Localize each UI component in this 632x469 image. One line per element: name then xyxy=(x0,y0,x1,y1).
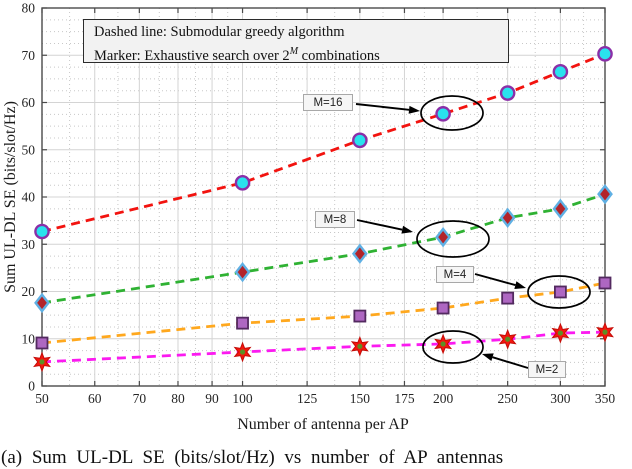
y-tick-label: 20 xyxy=(22,284,36,299)
data-point-marker-m16 xyxy=(234,175,251,191)
data-point-marker-center-m2 xyxy=(557,330,564,336)
x-tick-label: 50 xyxy=(35,391,49,406)
x-tick-label: 60 xyxy=(88,391,102,406)
data-point-marker-m8 xyxy=(34,292,50,313)
data-point-marker-m4 xyxy=(598,276,612,290)
x-tick-label: 90 xyxy=(205,391,219,406)
y-tick-label: 10 xyxy=(22,331,36,346)
x-tick-label: 100 xyxy=(232,391,253,406)
x-tick-label: 150 xyxy=(350,391,371,406)
x-tick-label: 350 xyxy=(595,391,616,406)
y-tick-label: 60 xyxy=(22,95,36,110)
x-tick-label: 70 xyxy=(133,391,147,406)
annotation-arrow-m8 xyxy=(356,219,403,231)
y-axis-label: Sum UL-DL SE (bits/slot/Hz) xyxy=(2,101,19,293)
annotation-ellipse-m16 xyxy=(420,95,484,131)
data-point-marker-m8 xyxy=(351,243,368,264)
annotation-arrowhead-m2 xyxy=(482,353,494,362)
data-point-marker-m16 xyxy=(435,106,451,122)
data-point-marker-m16 xyxy=(34,223,50,240)
y-tick-label: 0 xyxy=(28,379,35,394)
legend-line-dashed: Dashed line: Submodular greedy algorithm xyxy=(94,22,508,42)
data-point-marker-m8 xyxy=(234,261,251,283)
x-tick-label: 200 xyxy=(433,391,454,406)
x-tick-label: 300 xyxy=(550,391,571,406)
data-point-marker-m16 xyxy=(552,63,569,80)
data-point-marker-center-m2 xyxy=(357,343,363,349)
x-tick-label: 250 xyxy=(498,391,519,406)
data-point-marker-center-m2 xyxy=(440,341,446,347)
x-axis-label: Number of antenna per AP xyxy=(237,416,409,433)
annotation-arrowhead-m8 xyxy=(401,225,413,234)
legend-box: Dashed line: Submodular greedy algorithm… xyxy=(83,19,509,66)
data-point-marker-m16 xyxy=(352,132,368,149)
data-point-marker-m16 xyxy=(499,85,516,101)
legend-line2-prefix: Marker: Exhaustive search over 2 xyxy=(94,47,290,64)
x-tick-label: 80 xyxy=(171,391,185,406)
legend-line1-text: Dashed line: Submodular greedy algorithm xyxy=(94,24,345,40)
legend-line2-suffix: combinations xyxy=(298,47,380,64)
x-tick-label: 175 xyxy=(394,391,415,406)
data-point-marker-m4 xyxy=(353,309,367,323)
data-point-marker-center-m2 xyxy=(239,349,246,355)
y-tick-label: 70 xyxy=(22,48,36,63)
legend-line-marker: Marker: Exhaustive search over 2M combin… xyxy=(94,42,508,66)
x-tick-label: 125 xyxy=(297,391,318,406)
y-tick-label: 30 xyxy=(22,237,36,252)
data-point-marker-center-m2 xyxy=(39,359,45,365)
annotation-arrowhead-m16 xyxy=(408,105,420,114)
series-line-m16 xyxy=(41,52,606,233)
data-point-marker-center-m2 xyxy=(602,329,608,335)
annotation-arrowhead-m4 xyxy=(514,281,526,289)
data-point-marker-m4 xyxy=(501,291,515,305)
annotation-arrow-m16 xyxy=(355,103,410,111)
data-point-marker-m8 xyxy=(435,227,452,248)
annotation-arrow-m2 xyxy=(492,356,529,369)
data-point-marker-m16 xyxy=(597,46,613,62)
data-point-marker-m8 xyxy=(552,198,569,219)
y-tick-label: 50 xyxy=(22,142,36,157)
data-point-marker-m4 xyxy=(436,301,450,315)
data-point-marker-m4 xyxy=(35,336,49,350)
data-point-marker-m4 xyxy=(554,285,567,299)
y-tick-label: 80 xyxy=(22,1,36,16)
annotation-arrow-m4 xyxy=(474,273,516,287)
data-point-marker-center-m2 xyxy=(505,336,511,342)
legend-superscript-m: M xyxy=(289,46,299,57)
data-point-marker-m4 xyxy=(236,316,249,330)
series-line-m2 xyxy=(41,330,606,364)
data-point-marker-m8 xyxy=(597,184,613,205)
annotation-ellipse-m2 xyxy=(422,330,484,364)
y-tick-label: 40 xyxy=(22,190,36,205)
figure-caption: (a) Sum UL-DL SE (bits/slot/Hz) vs numbe… xyxy=(1,447,504,468)
data-point-marker-m8 xyxy=(499,207,516,228)
annotation-ellipse-m4 xyxy=(527,275,591,309)
annotation-ellipse-m8 xyxy=(416,220,490,258)
plot-area: 50 60 70 80 90 100 125 150 175 200 250 300 350 0 10 20 3… xyxy=(22,1,616,407)
